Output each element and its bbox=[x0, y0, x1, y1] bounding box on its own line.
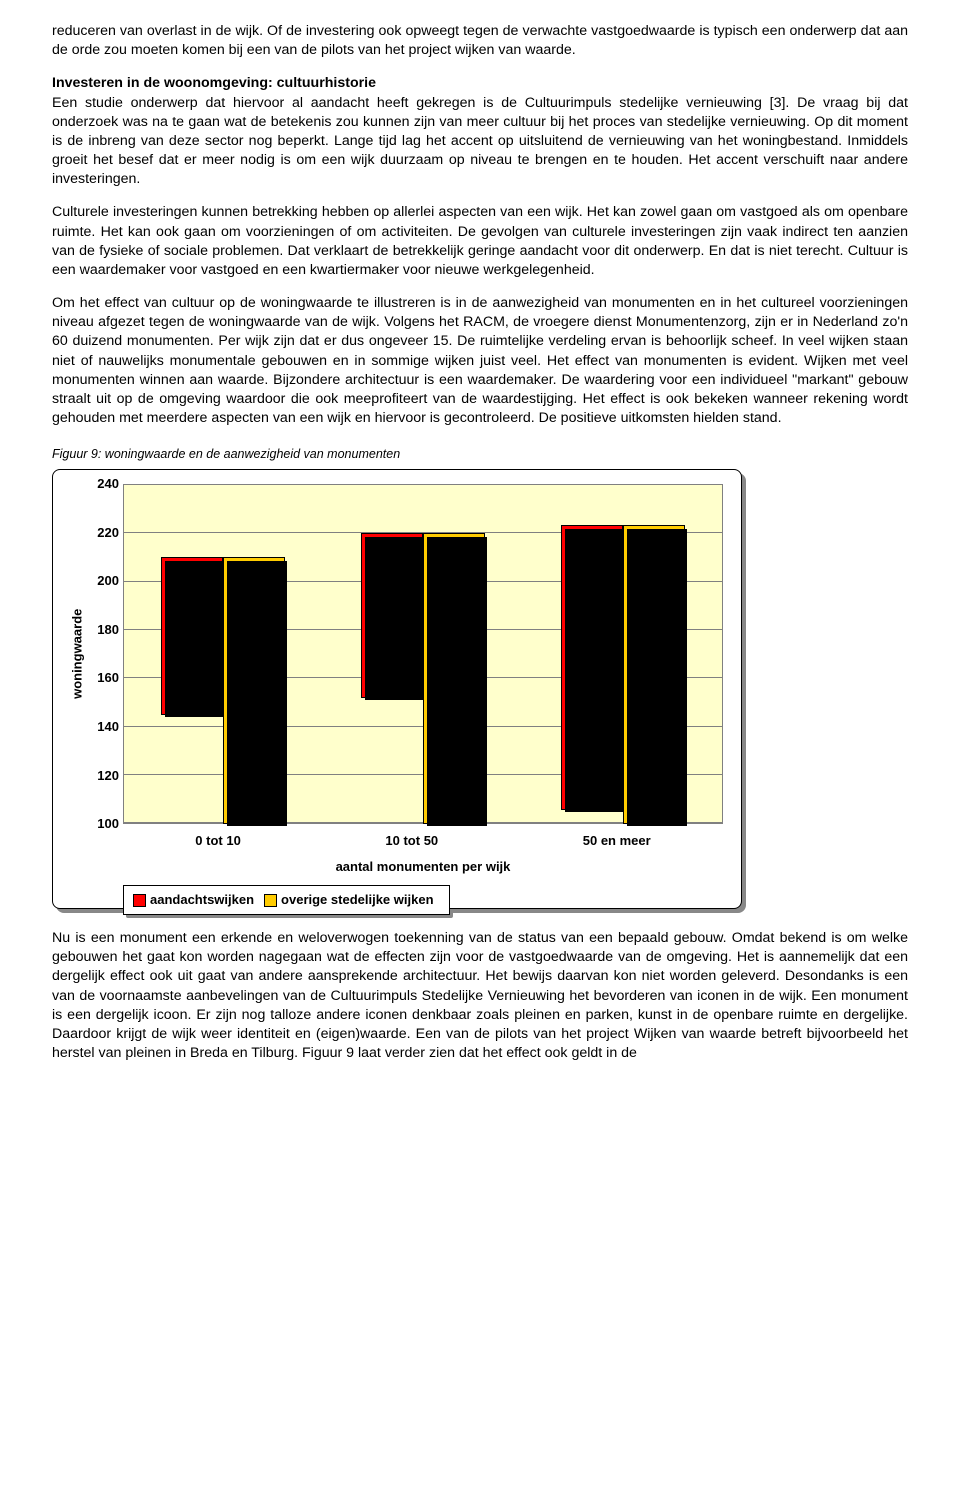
y-axis-label: woningwaarde bbox=[68, 609, 86, 699]
chart-container: woningwaarde 240220200180160140120100 0 … bbox=[52, 469, 742, 909]
legend-swatch bbox=[264, 894, 277, 907]
bar bbox=[423, 533, 485, 824]
paragraph: Om het effect van cultuur op de woningwa… bbox=[52, 294, 908, 428]
paragraph: reduceren van overlast in de wijk. Of de… bbox=[52, 22, 908, 60]
legend-label: overige stedelijke wijken bbox=[281, 891, 433, 909]
paragraph: Nu is een monument een erkende en welove… bbox=[52, 929, 908, 1063]
bar-group bbox=[161, 557, 285, 824]
chart-legend: aandachtswijken overige stedelijke wijken bbox=[123, 885, 450, 915]
x-axis-label: aantal monumenten per wijk bbox=[65, 858, 723, 876]
paragraph-text: Een studie onderwerp dat hiervoor al aan… bbox=[52, 95, 908, 188]
x-tick-label: 10 tot 50 bbox=[385, 832, 438, 850]
bar bbox=[361, 533, 423, 698]
plot-area bbox=[123, 484, 723, 824]
bar-group bbox=[561, 525, 685, 824]
gridline bbox=[124, 484, 722, 485]
bar bbox=[623, 525, 685, 824]
bar-group bbox=[361, 533, 485, 824]
x-tick-label: 50 en meer bbox=[583, 832, 651, 850]
bar bbox=[223, 557, 285, 824]
section-heading: Investeren in de woonomgeving: cultuurhi… bbox=[52, 75, 376, 91]
x-tick-label: 0 tot 10 bbox=[195, 832, 241, 850]
paragraph: Investeren in de woonomgeving: cultuurhi… bbox=[52, 74, 908, 189]
bar bbox=[561, 525, 623, 809]
legend-label: aandachtswijken bbox=[150, 891, 254, 909]
x-ticks: 0 tot 10 10 tot 50 50 en meer bbox=[123, 832, 723, 850]
figure-caption: Figuur 9: woningwaarde en de aanwezighei… bbox=[52, 446, 908, 463]
y-ticks: 240220200180160140120100 bbox=[89, 484, 123, 824]
bar bbox=[161, 557, 223, 715]
paragraph: Culturele investeringen kunnen betrekkin… bbox=[52, 203, 908, 280]
legend-swatch bbox=[133, 894, 146, 907]
